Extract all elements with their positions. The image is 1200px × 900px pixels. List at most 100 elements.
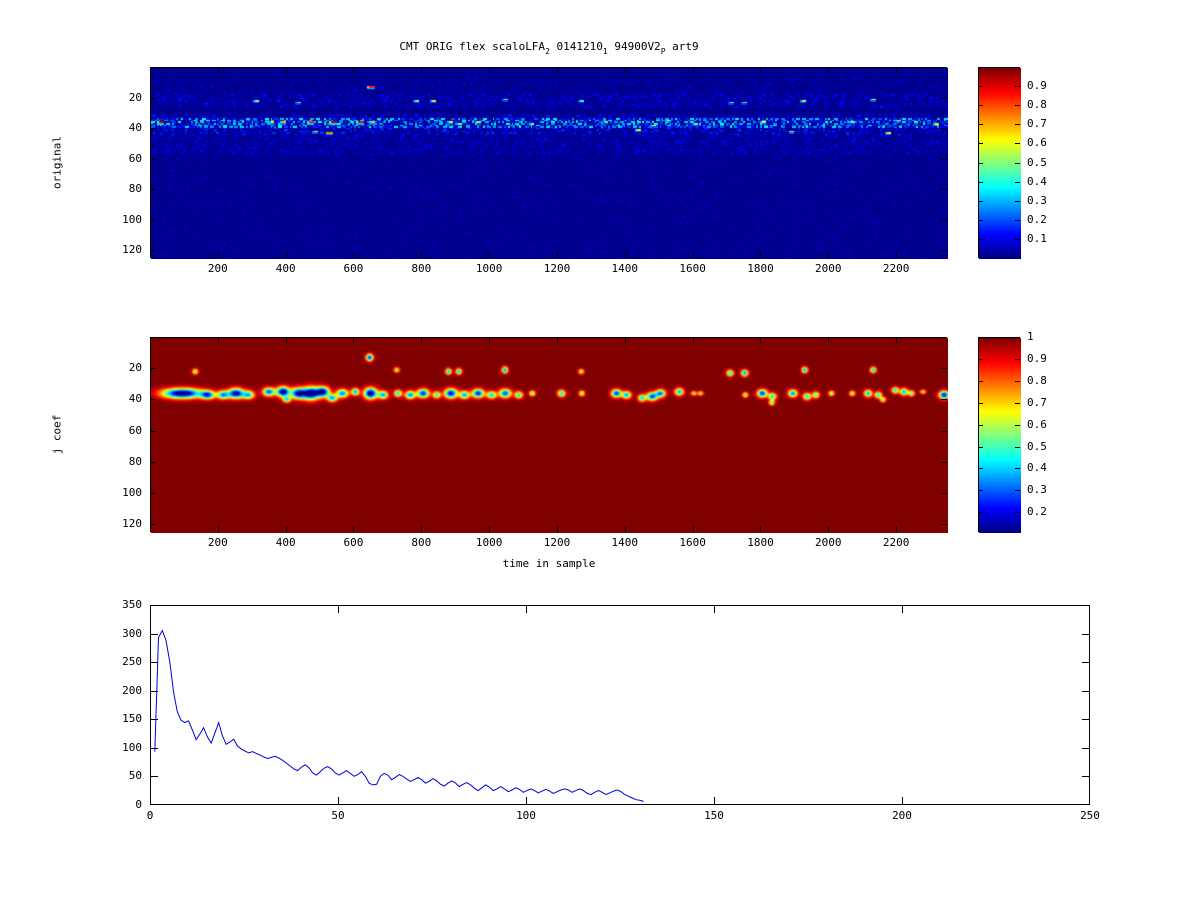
ylabel-original: original (50, 136, 64, 189)
axis-tick (714, 605, 715, 613)
x-tick-label: 150 (704, 809, 724, 822)
colorbar-tick-label: 0.8 (1027, 373, 1047, 387)
figure-title-segment: 1 (602, 47, 608, 56)
colorbar-tick-label: 0.7 (1027, 117, 1047, 131)
colorbar-tick-label: 0.2 (1027, 212, 1047, 226)
colorbar-tick-label: 0.3 (1027, 193, 1047, 207)
figure-title-segment: P (660, 47, 666, 56)
figure-title-segment: CMT ORIG flex scaloLFA (399, 40, 546, 53)
y-tick-label: 50 (128, 769, 142, 783)
axis-tick (941, 430, 947, 432)
axis-tick (941, 399, 947, 401)
axis-tick (285, 337, 287, 343)
axis-tick (941, 368, 947, 370)
axis-tick (421, 252, 423, 258)
axis-tick (489, 252, 491, 258)
axis-tick (489, 337, 491, 343)
x-tick-label: 1600 (679, 262, 706, 275)
axis-tick (978, 512, 983, 514)
axis-tick (150, 97, 156, 99)
x-tick-label: 600 (343, 536, 364, 549)
colorbar-tick-label: 0.5 (1027, 439, 1047, 453)
axis-tick (760, 337, 762, 343)
axis-tick (1082, 690, 1090, 692)
axis-tick (828, 252, 830, 258)
axis-tick (902, 797, 903, 805)
y-tick-label: 60 (128, 151, 142, 165)
axis-tick (1015, 468, 1020, 470)
axis-tick (978, 143, 983, 145)
axis-tick (285, 67, 287, 73)
axis-tick (828, 67, 830, 73)
axis-tick (556, 252, 558, 258)
axis-tick (217, 526, 219, 532)
axis-tick (692, 526, 694, 532)
colorbar-tick-label: 0.2 (1027, 505, 1047, 519)
axis-tick (624, 252, 626, 258)
axis-tick (1015, 162, 1020, 164)
axis-tick (978, 219, 983, 221)
axis-tick (150, 493, 156, 494)
x-tick-label: 2200 (882, 536, 910, 549)
original-scalogram-axes (150, 67, 948, 259)
axis-tick (902, 605, 903, 613)
x-tick-label: 1400 (611, 536, 639, 549)
axis-tick (1082, 633, 1090, 635)
axis-tick (150, 368, 156, 370)
decay-line-axes (150, 605, 1090, 805)
middle-colorbar (978, 337, 1021, 533)
x-tick-label: 50 (331, 809, 345, 822)
y-tick-label: 200 (122, 683, 142, 697)
y-tick-label: 100 (122, 212, 142, 226)
x-tick-label: 0 (146, 809, 154, 822)
axis-tick (1082, 662, 1090, 664)
axis-tick (978, 162, 983, 164)
axis-tick (421, 337, 423, 343)
y-tick-label: 300 (122, 626, 142, 640)
axis-tick (1089, 797, 1090, 805)
y-tick-label: 20 (128, 90, 142, 104)
axis-tick (556, 67, 558, 73)
axis-tick (828, 526, 830, 532)
xlabel-time-in-sample: time in sample (502, 557, 596, 570)
axis-tick (150, 128, 156, 130)
axis-tick (760, 67, 762, 73)
axis-tick (353, 526, 355, 532)
decay-line-plot (154, 629, 644, 802)
axis-tick (150, 719, 158, 721)
colorbar-tick-label: 0.7 (1027, 395, 1047, 409)
axis-tick (1015, 512, 1020, 514)
y-tick-label: 40 (128, 121, 142, 135)
x-tick-label: 1000 (475, 262, 503, 275)
axis-tick (941, 524, 947, 526)
thresholded-scalogram-axes (150, 337, 948, 533)
axis-tick (150, 690, 158, 692)
x-tick-label: 1200 (543, 262, 571, 275)
original-scalogram-canvas (151, 68, 948, 259)
y-tick-label: 80 (128, 182, 142, 196)
axis-tick (941, 250, 947, 252)
x-tick-label: 100 (516, 809, 536, 822)
axis-tick (978, 86, 983, 88)
axis-tick (1015, 200, 1020, 202)
axis-tick (150, 776, 158, 778)
colorbar-tick-label: 0.4 (1027, 461, 1047, 475)
colorbar-tick-label: 0.8 (1027, 98, 1047, 112)
colorbar-tick-label: 0.4 (1027, 174, 1047, 188)
y-tick-label: 120 (122, 517, 142, 531)
axis-tick (941, 97, 947, 99)
x-tick-label: 200 (207, 536, 228, 549)
x-tick-label: 800 (411, 536, 432, 549)
axis-tick (150, 219, 156, 221)
x-tick-label: 250 (1080, 809, 1100, 822)
axis-tick (978, 238, 983, 240)
axis-tick (150, 747, 158, 749)
axis-tick (978, 402, 983, 404)
axis-tick (150, 430, 156, 432)
x-tick-label: 2000 (815, 262, 842, 275)
axis-tick (1015, 380, 1020, 382)
axis-tick (1015, 105, 1020, 107)
axis-tick (941, 189, 947, 191)
y-tick-label: 100 (122, 486, 142, 499)
y-tick-label: 80 (128, 454, 142, 468)
